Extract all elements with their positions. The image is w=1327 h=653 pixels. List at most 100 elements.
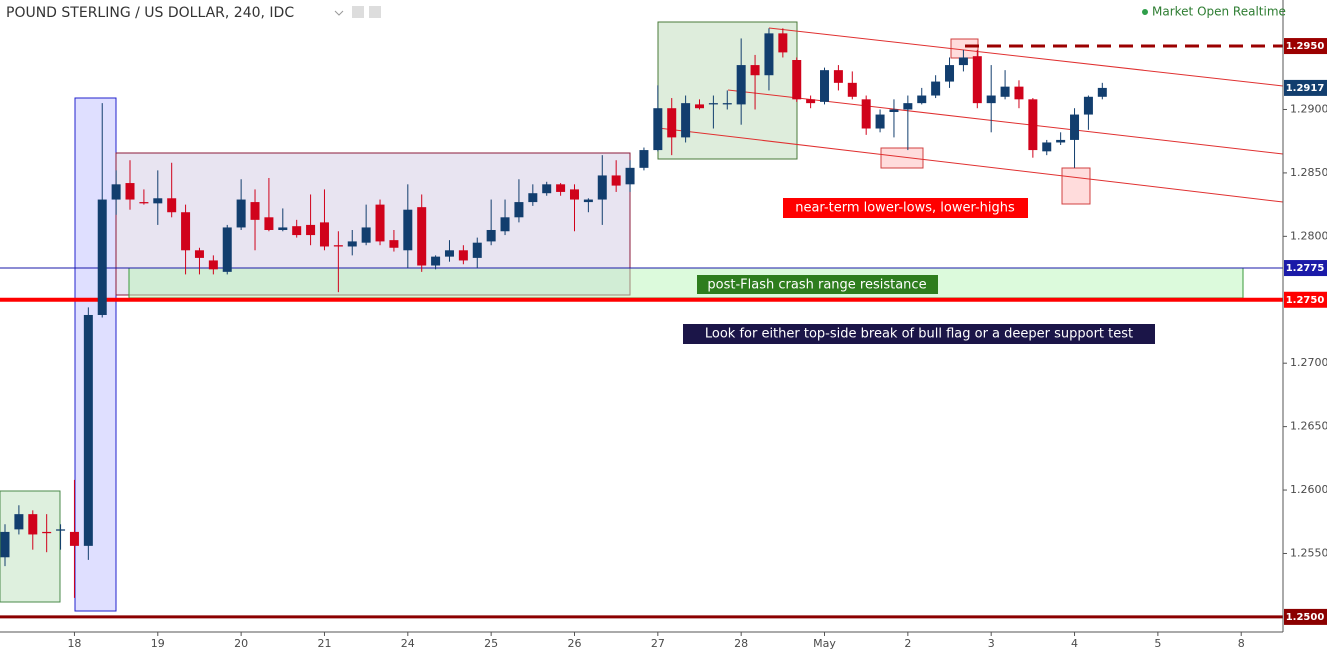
candle-body xyxy=(361,227,371,243)
x-tick-label: 19 xyxy=(151,637,165,650)
candle-body xyxy=(958,57,968,66)
candle-body xyxy=(583,199,593,203)
candle-body xyxy=(403,209,413,251)
zone xyxy=(1061,167,1091,205)
candle-body xyxy=(750,65,760,76)
header-bg xyxy=(0,0,345,26)
candle-body xyxy=(125,183,135,200)
candle-body xyxy=(931,81,941,96)
candle-body xyxy=(83,314,93,546)
candle-body xyxy=(875,114,885,129)
channel-line xyxy=(768,27,1284,87)
candle-body xyxy=(389,240,399,248)
candle-body xyxy=(97,199,107,315)
candle-body xyxy=(431,256,441,266)
candle-body xyxy=(319,222,329,247)
candle-body xyxy=(153,198,163,204)
annotation-box xyxy=(697,275,938,294)
x-tick-label: 25 xyxy=(484,637,498,650)
candle-body xyxy=(42,531,52,534)
candle-body xyxy=(667,108,677,138)
x-tick-label: 24 xyxy=(401,637,415,650)
candle-body xyxy=(278,227,288,230)
settings-icon[interactable] xyxy=(352,6,364,18)
y-tick-label: 1.2700 xyxy=(1290,356,1327,369)
dropdown-icon[interactable] xyxy=(334,10,344,16)
candle-body xyxy=(639,150,649,168)
candle-body xyxy=(542,184,552,194)
candle-body xyxy=(736,65,746,105)
candle-body xyxy=(514,202,524,218)
candle-body xyxy=(14,514,24,530)
candle-body xyxy=(139,202,149,204)
candle-body xyxy=(1042,142,1052,152)
candle-body xyxy=(597,175,607,200)
candle-body xyxy=(0,531,10,558)
price-label: 1.2775 xyxy=(1286,263,1325,274)
candle-body xyxy=(722,103,732,105)
candle-body xyxy=(458,250,468,261)
candle-body xyxy=(28,514,38,535)
candle-body xyxy=(681,103,691,138)
candle-body xyxy=(181,212,191,251)
candle-body xyxy=(986,95,996,104)
candle-body xyxy=(500,217,510,232)
candle-body xyxy=(903,103,913,110)
close-icon[interactable] xyxy=(369,6,381,18)
annotation-box xyxy=(783,198,1028,218)
market-status: Market Open Realtime xyxy=(1152,5,1286,19)
candle-body xyxy=(833,70,843,83)
candle-body xyxy=(806,99,816,104)
annotations: near-term lower-lows, lower-highs post-F… xyxy=(683,198,1155,344)
candle-body xyxy=(250,202,260,220)
zone xyxy=(0,490,61,603)
candle-body xyxy=(264,217,274,230)
candle-body xyxy=(417,207,427,266)
price-label: 1.2917 xyxy=(1286,83,1325,94)
candle-body xyxy=(375,204,385,242)
status-dot xyxy=(1142,9,1148,15)
candle-body xyxy=(972,56,982,104)
price-label-box xyxy=(1284,38,1327,55)
candle-body xyxy=(528,193,538,203)
price-label-box xyxy=(1284,608,1327,625)
candle-body xyxy=(917,95,927,104)
candle-body xyxy=(861,99,871,129)
zone xyxy=(880,147,924,169)
price-label-box xyxy=(1284,79,1327,96)
x-tick-label: 21 xyxy=(317,637,331,650)
candle-body xyxy=(194,250,204,258)
candle-body xyxy=(778,33,788,53)
candle-body xyxy=(347,241,357,247)
candle-body xyxy=(569,189,579,200)
annotation: post-Flash crash range resistance xyxy=(707,278,926,293)
x-tick-label: 8 xyxy=(1238,637,1245,650)
candle-body xyxy=(1014,86,1024,100)
candle-body xyxy=(764,33,774,76)
candle-body xyxy=(847,82,857,97)
y-tick-label: 1.2800 xyxy=(1290,229,1327,242)
x-tick-label: May xyxy=(813,637,836,650)
candle-body xyxy=(1070,114,1080,140)
price-label: 1.2750 xyxy=(1286,295,1325,306)
x-tick-label: 2 xyxy=(904,637,911,650)
candle-body xyxy=(486,229,496,242)
candle-body xyxy=(1056,139,1066,143)
candle-body xyxy=(708,103,718,105)
y-tick-label: 1.2900 xyxy=(1290,102,1327,115)
candle-body xyxy=(111,184,121,200)
x-tick-label: 3 xyxy=(988,637,995,650)
price-label-box xyxy=(1284,260,1327,277)
channel-line xyxy=(657,127,1284,203)
candle-body xyxy=(1000,86,1010,97)
annotation: Look for either top-side break of bull f… xyxy=(705,327,1133,342)
x-tick-label: 4 xyxy=(1071,637,1078,650)
y-tick-label: 1.2850 xyxy=(1290,166,1327,179)
symbol-title: POUND STERLING / US DOLLAR, 240, IDC xyxy=(6,5,294,21)
candle-body xyxy=(889,109,899,113)
y-tick-label: 1.2600 xyxy=(1290,483,1327,496)
price-label: 1.2950 xyxy=(1286,41,1325,52)
candle-body xyxy=(1028,99,1038,151)
candle-body xyxy=(306,224,316,236)
